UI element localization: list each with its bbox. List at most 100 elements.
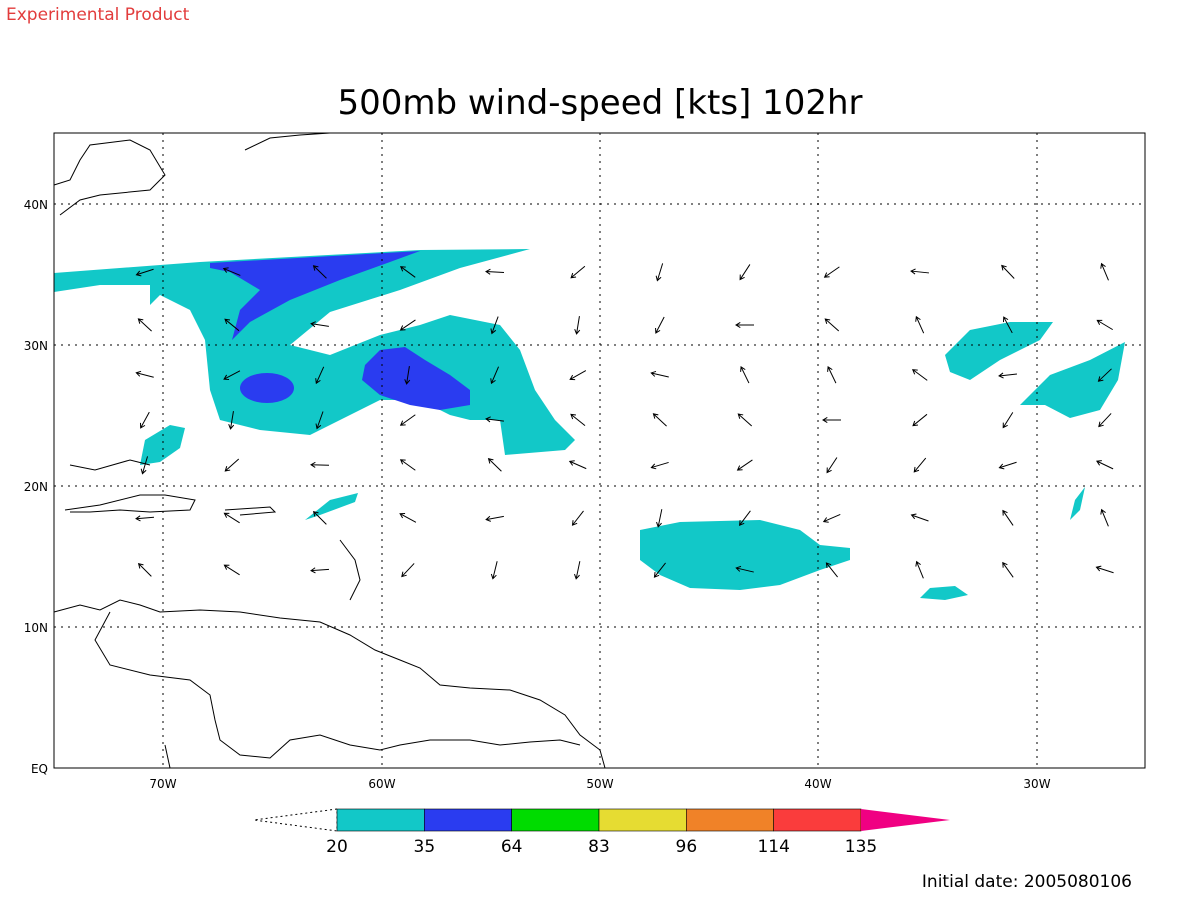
lon-label: 70W [149,777,176,791]
wind-arrow [570,265,586,279]
colorbar-box [511,808,600,832]
coastline [94,611,581,759]
wind-arrow [399,414,416,426]
wind-arrow [1002,509,1014,526]
coastline [53,599,606,769]
wind-arrow [310,461,330,468]
coastline [164,744,171,769]
colorbar-label: 35 [414,837,436,857]
shade-20 [1070,487,1085,520]
wind-arrow [655,263,664,282]
wind-arrow [490,316,499,335]
wind-arrow [912,413,928,427]
coastline [244,132,331,151]
shade-20 [920,586,968,600]
title: 500mb wind-speed [kts] 102hr [337,83,862,123]
wind-arrow [139,411,150,429]
wind-arrow [490,561,498,580]
shade-20 [945,322,1053,380]
wind-arrow [485,416,504,423]
wind-arrow [1097,368,1112,382]
colorbar-label: 96 [676,837,698,857]
wind-arrow [224,318,240,332]
coastline [69,459,151,471]
wind-arrow [399,512,417,523]
wind-arrow [825,562,838,578]
shade-20 [640,520,850,590]
wind-arrow [574,316,581,335]
wind-arrow [911,369,928,381]
wind-arrow [827,366,837,384]
wind-arrow [135,268,154,277]
lat-label: 20N [24,480,48,494]
wind-arrow [1002,561,1014,578]
note: Experimental Product [6,5,190,25]
lon-label: 30W [1023,777,1050,791]
wind-arrow [1002,412,1014,429]
wind-arrow [485,268,505,275]
wind-arrow [569,370,587,381]
colorbar-box [598,808,687,832]
shade-20 [140,425,185,465]
wind-arrow [913,457,927,473]
wind-arrow [739,510,751,526]
colorbar-box [773,808,862,832]
wind-arrow [915,315,925,334]
wind-arrow [570,413,586,427]
wind-arrow [487,458,502,472]
wind-arrow [312,265,327,279]
wind-arrow [399,319,416,331]
wind-arrow [735,565,754,573]
wind-arrow [223,564,240,576]
wind-arrow [1003,316,1013,334]
colorbar-label: 114 [757,837,789,857]
wind-arrow [401,563,415,578]
wind-arrow [223,370,241,380]
colorbar-label: 20 [326,837,348,857]
shade-35 [210,251,420,340]
wind-arrow [310,567,330,574]
wind-arrow [910,513,929,522]
wind-arrow [1096,319,1113,331]
colorbar-box [424,808,512,832]
coastline [64,494,196,513]
wind-arrow [826,457,838,474]
wind-arrow [823,266,840,278]
wind-arrow [574,561,581,580]
wind-arrow [655,316,665,334]
coastline [339,539,361,601]
wind-arrow [915,560,924,579]
shade-20 [1020,342,1125,418]
wind-arrow [222,267,241,276]
wind-arrow [650,461,669,470]
lat-label: 30N [24,339,48,353]
wind-arrow [737,413,753,427]
wind-arrow [652,413,667,427]
lat-label: EQ [31,762,48,776]
wind-arrow [312,510,327,525]
shade-35 [362,347,470,410]
wind-arrow [315,411,324,430]
wind-arrow [822,416,842,423]
wind-arrow [571,510,584,526]
wind-arrow [485,515,504,522]
wind-arrow [223,512,240,524]
initial-date: Initial date: 2005080106 [922,872,1132,892]
colorbar: 20 35 64 83 96 114 135 [253,808,950,857]
lat-label: 40N [24,198,48,212]
wind-arrow [735,322,755,329]
wind-arrow [228,411,235,430]
wind-arrow [224,458,240,472]
wind-arrow [1001,264,1015,279]
wind-arrow [650,370,669,378]
wind-arrow [736,459,753,471]
wind-arrow [490,366,500,385]
coastline [224,506,277,516]
wind-arrow [653,562,666,578]
colorbar-box [336,808,425,832]
graticule [54,133,1145,768]
wind-arrow [315,366,325,385]
wind-arrow [310,321,329,328]
lon-label: 40W [804,777,831,791]
